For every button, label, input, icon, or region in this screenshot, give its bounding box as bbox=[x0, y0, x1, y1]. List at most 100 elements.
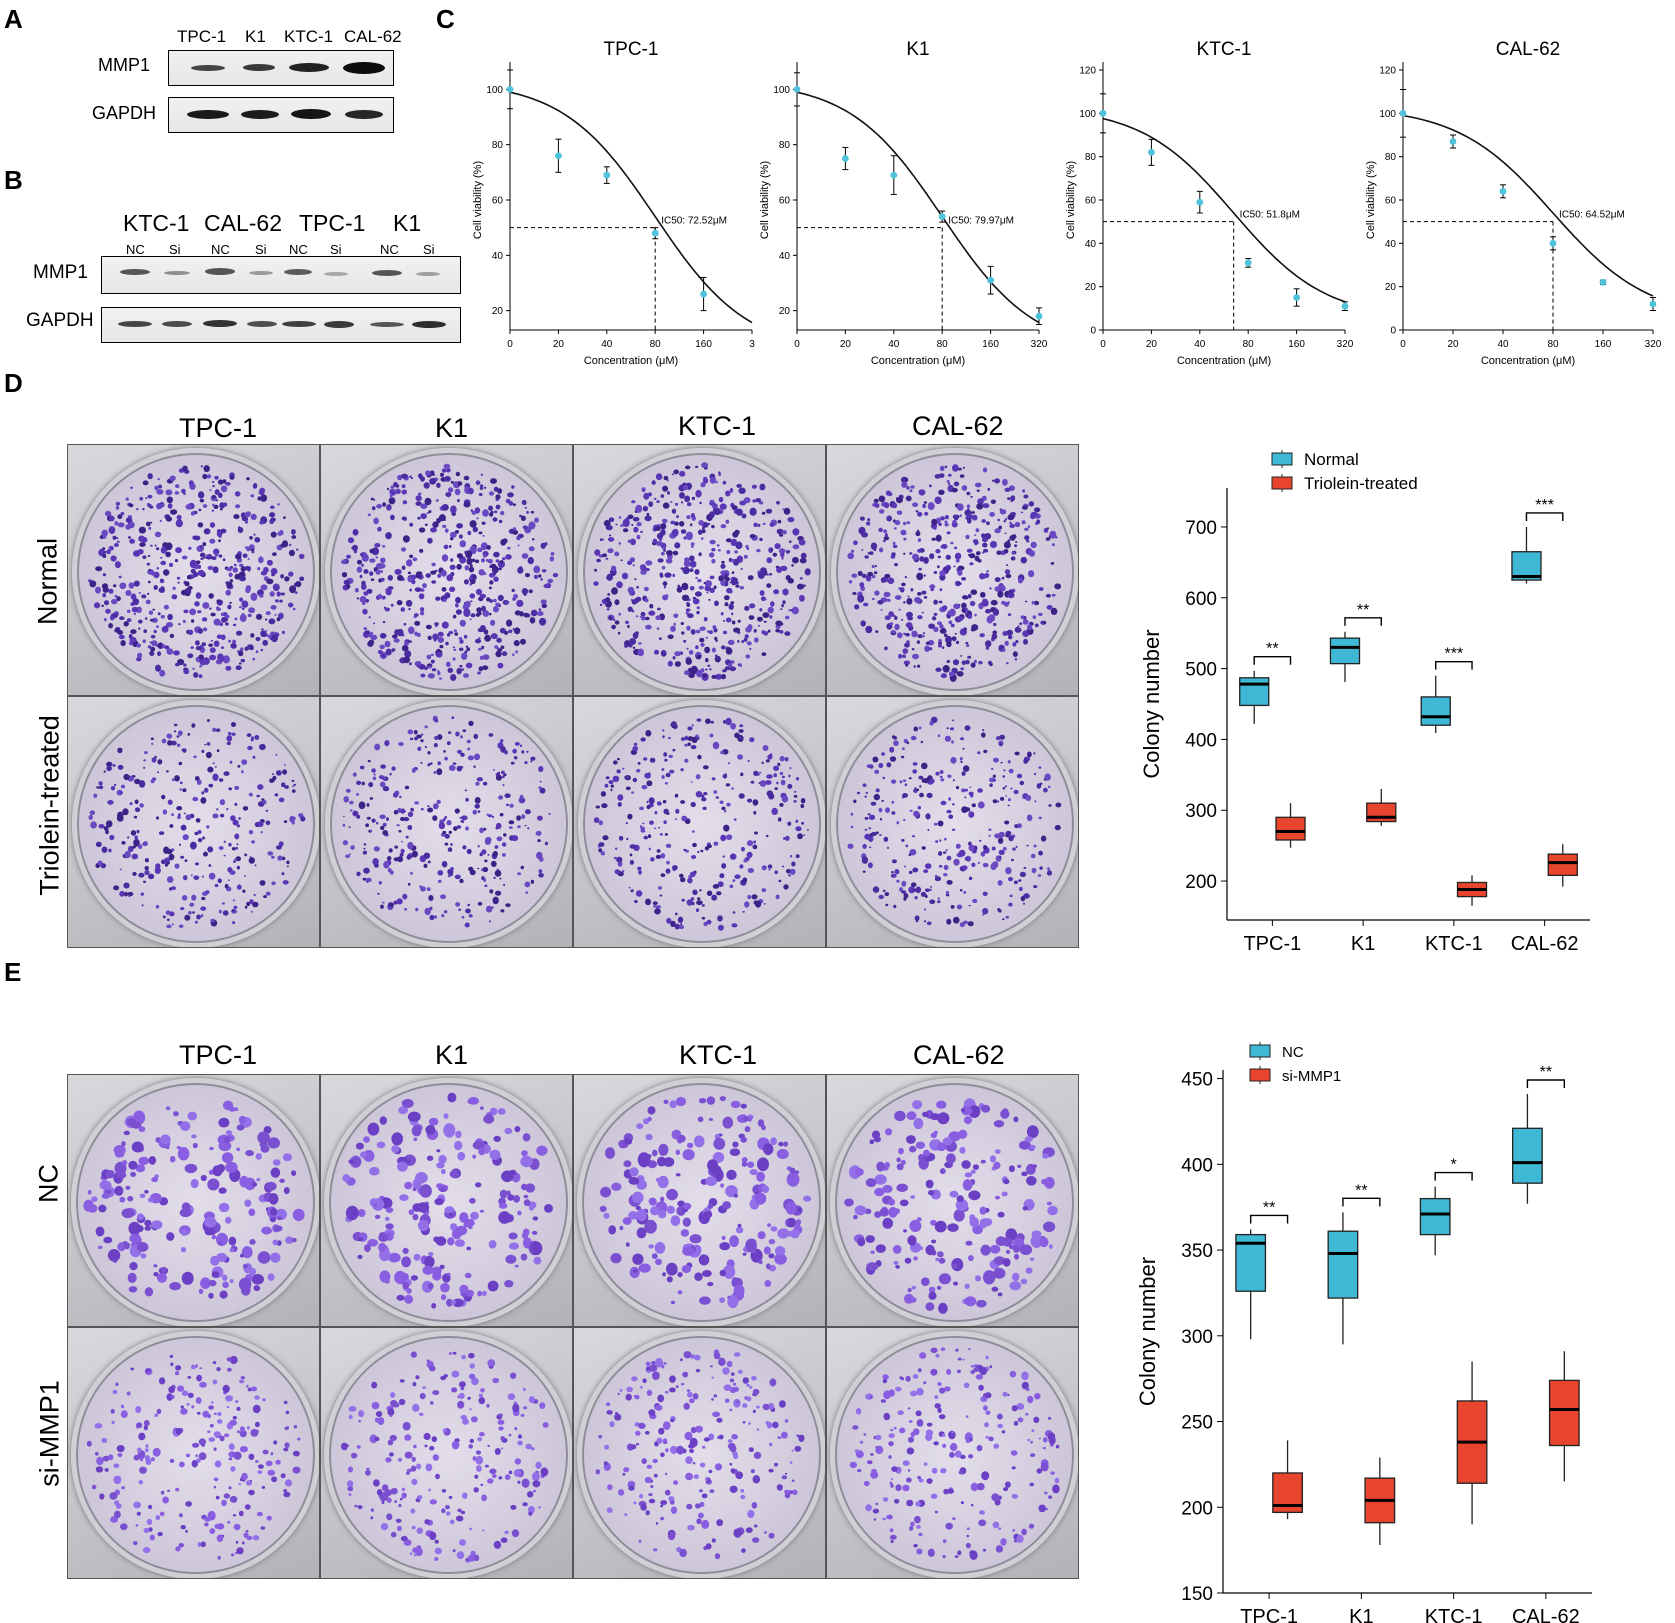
colony bbox=[901, 587, 905, 591]
colony bbox=[939, 588, 942, 592]
colony bbox=[923, 596, 927, 599]
colony bbox=[200, 914, 203, 918]
colony bbox=[154, 531, 161, 538]
colony bbox=[356, 559, 362, 565]
colony bbox=[436, 870, 443, 876]
colony bbox=[197, 838, 202, 843]
colony bbox=[523, 1194, 529, 1199]
colony bbox=[174, 484, 179, 489]
colony bbox=[184, 1163, 198, 1174]
colony bbox=[438, 822, 445, 830]
colony bbox=[909, 1145, 917, 1153]
colony bbox=[857, 571, 863, 576]
colony bbox=[417, 492, 421, 496]
colony bbox=[238, 563, 243, 567]
colony bbox=[673, 542, 680, 549]
colony bbox=[458, 816, 461, 819]
colony bbox=[349, 809, 353, 812]
colony bbox=[714, 673, 722, 680]
panel-label-b: B bbox=[4, 165, 23, 195]
colony bbox=[215, 728, 220, 732]
colony bbox=[728, 603, 734, 610]
colony bbox=[711, 674, 717, 679]
colony bbox=[205, 751, 212, 759]
colony bbox=[685, 608, 690, 612]
colony bbox=[283, 576, 290, 582]
colony bbox=[216, 749, 219, 753]
colony bbox=[385, 1456, 392, 1462]
colony bbox=[711, 647, 716, 653]
colony bbox=[151, 617, 158, 623]
colony bbox=[954, 555, 957, 558]
colony bbox=[791, 606, 799, 615]
colony bbox=[227, 879, 230, 881]
colony bbox=[116, 747, 122, 754]
colony bbox=[945, 641, 952, 648]
colony bbox=[200, 1541, 207, 1547]
colony bbox=[138, 592, 141, 594]
colony bbox=[980, 732, 986, 738]
colony bbox=[1020, 1278, 1028, 1285]
colony bbox=[967, 593, 972, 599]
d-plate-cell bbox=[67, 696, 320, 948]
colony bbox=[653, 649, 659, 655]
colony bbox=[235, 665, 242, 670]
colony bbox=[1003, 541, 1011, 549]
colony bbox=[963, 788, 968, 792]
colony bbox=[231, 921, 235, 925]
colony bbox=[480, 645, 484, 650]
colony bbox=[856, 594, 864, 603]
colony bbox=[406, 825, 412, 830]
colony bbox=[998, 734, 1005, 740]
colony bbox=[987, 828, 991, 831]
colony bbox=[945, 849, 948, 851]
colony bbox=[501, 842, 506, 847]
colony bbox=[738, 864, 743, 869]
colony bbox=[196, 1374, 203, 1381]
colony bbox=[990, 1155, 997, 1163]
colony bbox=[738, 500, 746, 506]
colony bbox=[613, 551, 619, 557]
colony bbox=[145, 1447, 149, 1452]
colony bbox=[511, 748, 517, 754]
colony bbox=[119, 640, 126, 647]
colony bbox=[236, 1124, 245, 1131]
colony bbox=[386, 856, 391, 861]
colony bbox=[198, 664, 202, 668]
colony bbox=[1016, 773, 1022, 779]
colony bbox=[485, 1464, 490, 1468]
colony bbox=[988, 512, 995, 517]
colony bbox=[476, 1449, 482, 1455]
colony bbox=[934, 1220, 947, 1233]
colony bbox=[656, 627, 659, 630]
colony bbox=[97, 824, 104, 829]
colony bbox=[939, 778, 944, 782]
colony bbox=[640, 611, 645, 617]
colony bbox=[652, 1253, 658, 1259]
colony bbox=[549, 556, 554, 562]
colony bbox=[137, 627, 140, 630]
colony bbox=[131, 606, 138, 613]
colony bbox=[731, 1100, 741, 1109]
colony bbox=[905, 486, 910, 490]
colony bbox=[937, 1285, 942, 1290]
colony bbox=[429, 527, 437, 533]
colony bbox=[469, 600, 472, 603]
colony bbox=[247, 1425, 251, 1430]
colony bbox=[696, 850, 699, 854]
colony bbox=[855, 1168, 865, 1176]
colony bbox=[388, 848, 393, 853]
colony bbox=[474, 1474, 479, 1479]
colony bbox=[950, 905, 955, 909]
colony bbox=[787, 774, 791, 778]
colony bbox=[492, 551, 500, 558]
colony bbox=[1046, 870, 1052, 876]
colony bbox=[920, 762, 928, 770]
colony bbox=[736, 754, 743, 760]
colony bbox=[740, 639, 744, 644]
colony bbox=[370, 631, 373, 635]
colony bbox=[95, 1465, 104, 1473]
colony bbox=[690, 897, 694, 901]
colony bbox=[977, 861, 980, 864]
colony bbox=[756, 616, 763, 622]
